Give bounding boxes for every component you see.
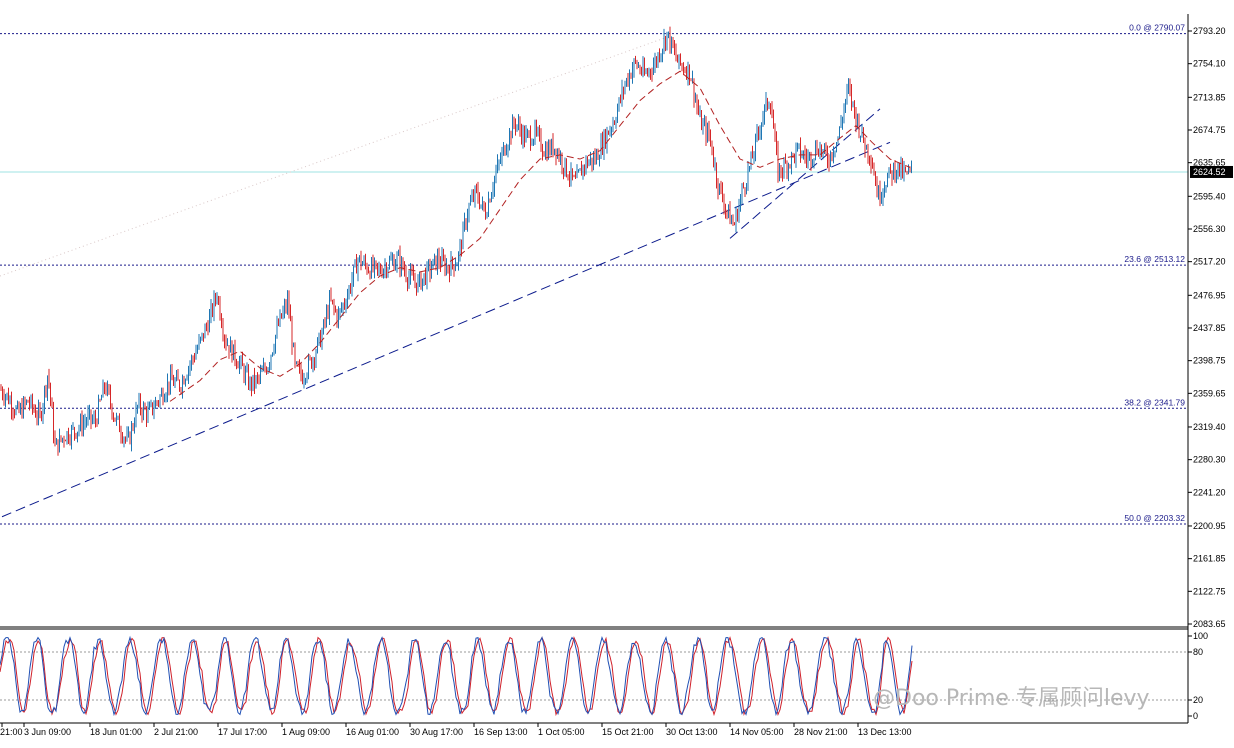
x-tick-label: 2 Jul 21:00 [154,727,198,737]
current-price-label: 2624.52 [1193,167,1226,177]
current-price-box [1190,165,1233,178]
fib-level-label: 50.0 @ 2203.32 [1124,513,1185,523]
x-tick-label: 30 Aug 17:00 [410,727,463,737]
x-tick-label: 15 Oct 21:00 [602,727,654,737]
fib-level-label: 0.0 @ 2790.07 [1129,23,1185,33]
stochastic-signal-line [0,636,913,717]
x-tick-label: 21:00 [0,727,23,737]
y-tick-label: 2359.65 [1193,388,1226,398]
y-tick-label: 2674.75 [1193,125,1226,135]
x-tick-label: 28 Nov 21:00 [794,727,848,737]
y-tick-label: 2319.40 [1193,422,1226,432]
y-tick-label: 2241.20 [1193,487,1226,497]
trendline-2 [0,37,666,277]
trendline-1 [729,108,881,239]
x-tick-label: 17 Jul 17:00 [218,727,267,737]
x-tick-label: 18 Jun 01:00 [90,727,142,737]
moving-average-line [169,70,911,402]
y-tick-label: 2793.20 [1193,26,1226,36]
y-tick-label: 2476.95 [1193,290,1226,300]
x-tick-label: 30 Oct 13:00 [666,727,718,737]
stoch-tick-label: 0 [1193,711,1198,721]
y-tick-label: 2280.30 [1193,455,1226,465]
stoch-tick-label: 20 [1193,695,1203,705]
fib-level-label: 38.2 @ 2341.79 [1124,397,1185,407]
watermark-text: @Doo Prime 专属顾问levy [873,686,1150,711]
y-tick-label: 2200.95 [1193,521,1226,531]
x-tick-label: 1 Aug 09:00 [282,727,330,737]
x-tick-label: 14 Nov 05:00 [730,727,784,737]
y-tick-label: 2398.75 [1193,356,1226,366]
trendline-0 [1,141,891,518]
x-tick-label: 1 Oct 05:00 [538,727,585,737]
y-tick-label: 2556.30 [1193,224,1226,234]
y-tick-label: 2161.85 [1193,554,1226,564]
x-tick-label: 13 Dec 13:00 [858,727,912,737]
y-tick-label: 2713.85 [1193,92,1226,102]
stoch-tick-label: 80 [1193,647,1203,657]
fib-level-label: 23.6 @ 2513.12 [1124,254,1185,264]
stoch-tick-label: 100 [1193,631,1208,641]
x-tick-label: 3 Jun 09:00 [24,727,71,737]
y-tick-label: 2754.10 [1193,59,1226,69]
y-tick-label: 2437.85 [1193,323,1226,333]
x-tick-label: 16 Sep 13:00 [474,727,528,737]
y-tick-label: 2595.40 [1193,191,1226,201]
y-tick-label: 2635.65 [1193,158,1226,168]
y-tick-label: 2122.75 [1193,586,1226,596]
y-tick-label: 2517.20 [1193,257,1226,267]
stochastic-main-line [0,635,913,717]
y-tick-label: 2083.65 [1193,619,1226,629]
x-tick-label: 16 Aug 01:00 [346,727,399,737]
